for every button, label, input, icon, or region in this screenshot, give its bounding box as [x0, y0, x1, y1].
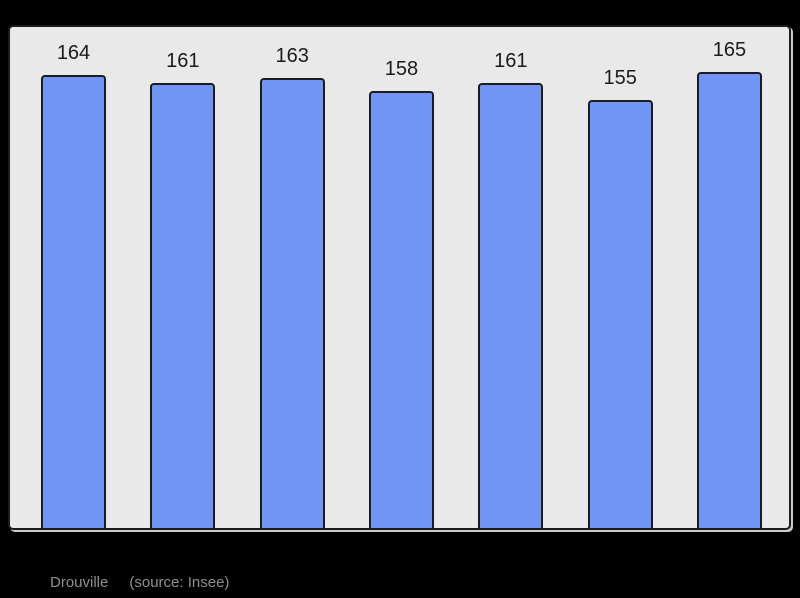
bar-value-label: 161: [166, 50, 200, 72]
chart-footer: Drouville (source: Insee): [50, 574, 229, 592]
chart-panel: 164 161 163 158 161 155 165: [8, 25, 791, 530]
bar: [696, 72, 762, 528]
bar-value-label: 165: [712, 39, 747, 61]
bar-value-label: 155: [603, 67, 637, 89]
bar-value-label: 158: [384, 58, 419, 80]
bar: [150, 83, 216, 528]
bar: [259, 78, 325, 528]
footer-source-label: (source: Insee): [129, 574, 230, 591]
bar-group: 155: [587, 67, 653, 528]
bar: [587, 100, 653, 528]
bar: [368, 91, 434, 528]
bar-value-label: 161: [494, 50, 528, 72]
bar-group: 158: [368, 58, 434, 528]
bars-area: 164 161 163 158 161 155 165: [10, 27, 789, 528]
bar-group: 165: [696, 39, 762, 528]
bar: [41, 75, 106, 528]
bar: [478, 83, 544, 528]
bar-value-label: 163: [275, 45, 309, 67]
bar-group: 164: [41, 43, 106, 528]
footer-place-label: Drouville: [50, 574, 109, 591]
bar-group: 161: [150, 50, 216, 528]
bar-group: 163: [259, 45, 325, 528]
bar-value-label: 164: [56, 42, 91, 64]
bar-group: 161: [478, 50, 544, 528]
